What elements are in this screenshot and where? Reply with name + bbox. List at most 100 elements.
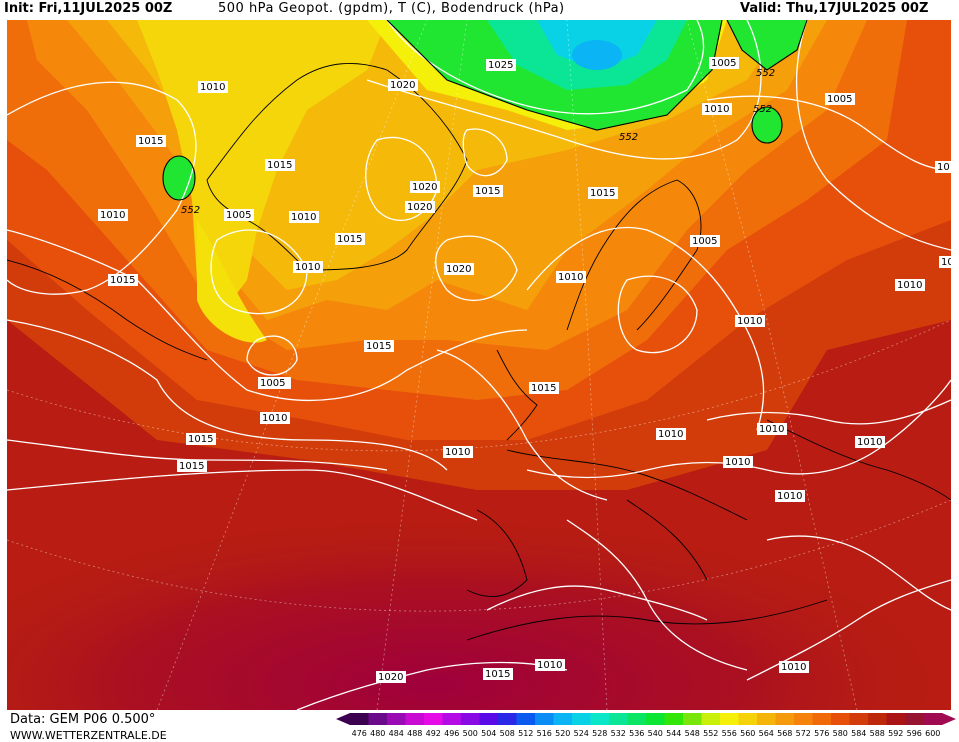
isobar-label: 1005 xyxy=(224,209,254,221)
svg-text:1010: 1010 xyxy=(725,457,750,468)
legend-swatch xyxy=(905,713,924,725)
legend-value: 536 xyxy=(629,729,644,738)
svg-text:1010: 1010 xyxy=(200,82,225,93)
svg-text:1010: 1010 xyxy=(759,424,784,435)
svg-text:1015: 1015 xyxy=(179,461,204,472)
geopotential-label: 552 xyxy=(181,205,200,216)
color-legend: 476 480 484 488 492 496 500 504 508 512 516 520 524 5… xyxy=(336,713,956,738)
legend-swatch xyxy=(757,713,776,725)
isobar-label: 1010 xyxy=(98,209,128,221)
legend-value: 560 xyxy=(740,729,755,738)
legend-swatch xyxy=(424,713,443,725)
legend-swatch xyxy=(627,713,647,725)
isobar-label: 1005 xyxy=(825,93,855,105)
legend-swatch xyxy=(923,713,943,725)
init-time: Init: Fri,11JUL2025 00Z xyxy=(4,1,173,16)
legend-swatch xyxy=(812,713,832,725)
svg-text:1010: 1010 xyxy=(445,447,470,458)
valid-time: Valid: Thu,17JUL2025 00Z xyxy=(740,1,929,16)
legend-swatch xyxy=(738,713,758,725)
isobar-label: 1005 xyxy=(258,377,288,389)
legend-swatch xyxy=(720,713,739,725)
svg-text:1010: 1010 xyxy=(658,429,683,440)
isobar-label: 1010 xyxy=(293,261,323,273)
svg-text:1005: 1005 xyxy=(692,236,717,247)
isobar-label: 1010 xyxy=(723,456,753,468)
svg-text:1015: 1015 xyxy=(941,257,951,268)
svg-text:1020: 1020 xyxy=(378,672,403,683)
geopotential-label: 552 xyxy=(756,68,775,79)
isobar-label: 1010 xyxy=(779,661,809,673)
legend-value: 576 xyxy=(814,729,829,738)
isobar-label: 1020 xyxy=(444,263,474,275)
isobar-label: 1020 xyxy=(376,671,406,683)
legend-value: 488 xyxy=(407,729,422,738)
isobar-label: 1015 xyxy=(335,233,365,245)
svg-text:1020: 1020 xyxy=(446,264,471,275)
coastlines xyxy=(7,62,951,641)
legend-value: 524 xyxy=(574,729,589,738)
isobar-label: 1015 xyxy=(364,340,394,352)
isobar-label: 1015 xyxy=(265,159,295,171)
legend-swatch xyxy=(849,713,869,725)
isobar-label: 1015 xyxy=(939,256,951,268)
legend-value: 496 xyxy=(444,729,459,738)
svg-text:1005: 1005 xyxy=(260,378,285,389)
field-540 xyxy=(572,40,622,70)
legend-swatch xyxy=(775,713,795,725)
legend-value: 500 xyxy=(463,729,478,738)
isobar-label: 1015 xyxy=(529,382,559,394)
isobar-label: 1010 xyxy=(556,271,586,283)
svg-text:1015: 1015 xyxy=(138,136,163,147)
legend-swatch xyxy=(350,713,369,725)
legend-swatch xyxy=(609,713,628,725)
isobar-label: 1010 xyxy=(198,81,228,93)
isobar-label: 1010 xyxy=(735,315,765,327)
field-552-blob xyxy=(752,107,782,143)
legend-swatch xyxy=(590,713,610,725)
svg-text:1010: 1010 xyxy=(558,272,583,283)
svg-text:1010: 1010 xyxy=(704,104,729,115)
legend-value: 568 xyxy=(777,729,792,738)
legend-swatch xyxy=(794,713,813,725)
svg-text:1010: 1010 xyxy=(897,280,922,291)
isobar-label: 1010 xyxy=(535,659,565,671)
legend-value: 520 xyxy=(555,729,570,738)
lat-lon-grid xyxy=(7,20,951,710)
isobar-label: 1020 xyxy=(405,201,435,213)
legend-swatch xyxy=(516,713,536,725)
legend-swatch xyxy=(387,713,406,725)
isobar-label: 1025 xyxy=(486,59,516,71)
legend-value: 544 xyxy=(666,729,681,738)
svg-text:1020: 1020 xyxy=(412,182,437,193)
svg-text:1015: 1015 xyxy=(188,434,213,445)
legend-value: 516 xyxy=(537,729,552,738)
legend-arrow-right xyxy=(942,713,956,725)
legend-value: 552 xyxy=(703,729,718,738)
isobar-labels: 1010 1015 1020 1025 1005 1010 1015 1020 1010 1015… xyxy=(98,57,951,683)
svg-text:1020: 1020 xyxy=(407,202,432,213)
isobar-label: 1010 xyxy=(656,428,686,440)
legend-swatch xyxy=(646,713,665,725)
svg-text:1020: 1020 xyxy=(390,80,415,91)
svg-text:1010: 1010 xyxy=(100,210,125,221)
isobar-label: 1005 xyxy=(709,57,739,69)
legend-value: 504 xyxy=(481,729,496,738)
legend-swatch xyxy=(535,713,554,725)
isobar-label: 1015 xyxy=(483,668,513,680)
isobar-label: 1015 xyxy=(186,433,216,445)
svg-text:1005: 1005 xyxy=(827,94,852,105)
legend-swatch xyxy=(868,713,887,725)
field-560-core xyxy=(197,220,267,343)
svg-text:1010: 1010 xyxy=(295,262,320,273)
geopotential-552-contour xyxy=(162,20,808,201)
legend-value: 512 xyxy=(518,729,533,738)
legend-swatch xyxy=(498,713,517,725)
svg-text:1015: 1015 xyxy=(337,234,362,245)
legend-value: 540 xyxy=(648,729,663,738)
svg-text:1010: 1010 xyxy=(291,212,316,223)
isobar-label: 1010 xyxy=(775,490,805,502)
legend-value: 588 xyxy=(870,729,885,738)
isobar-label: 1015 xyxy=(108,274,138,286)
legend-arrow-left xyxy=(336,713,350,725)
